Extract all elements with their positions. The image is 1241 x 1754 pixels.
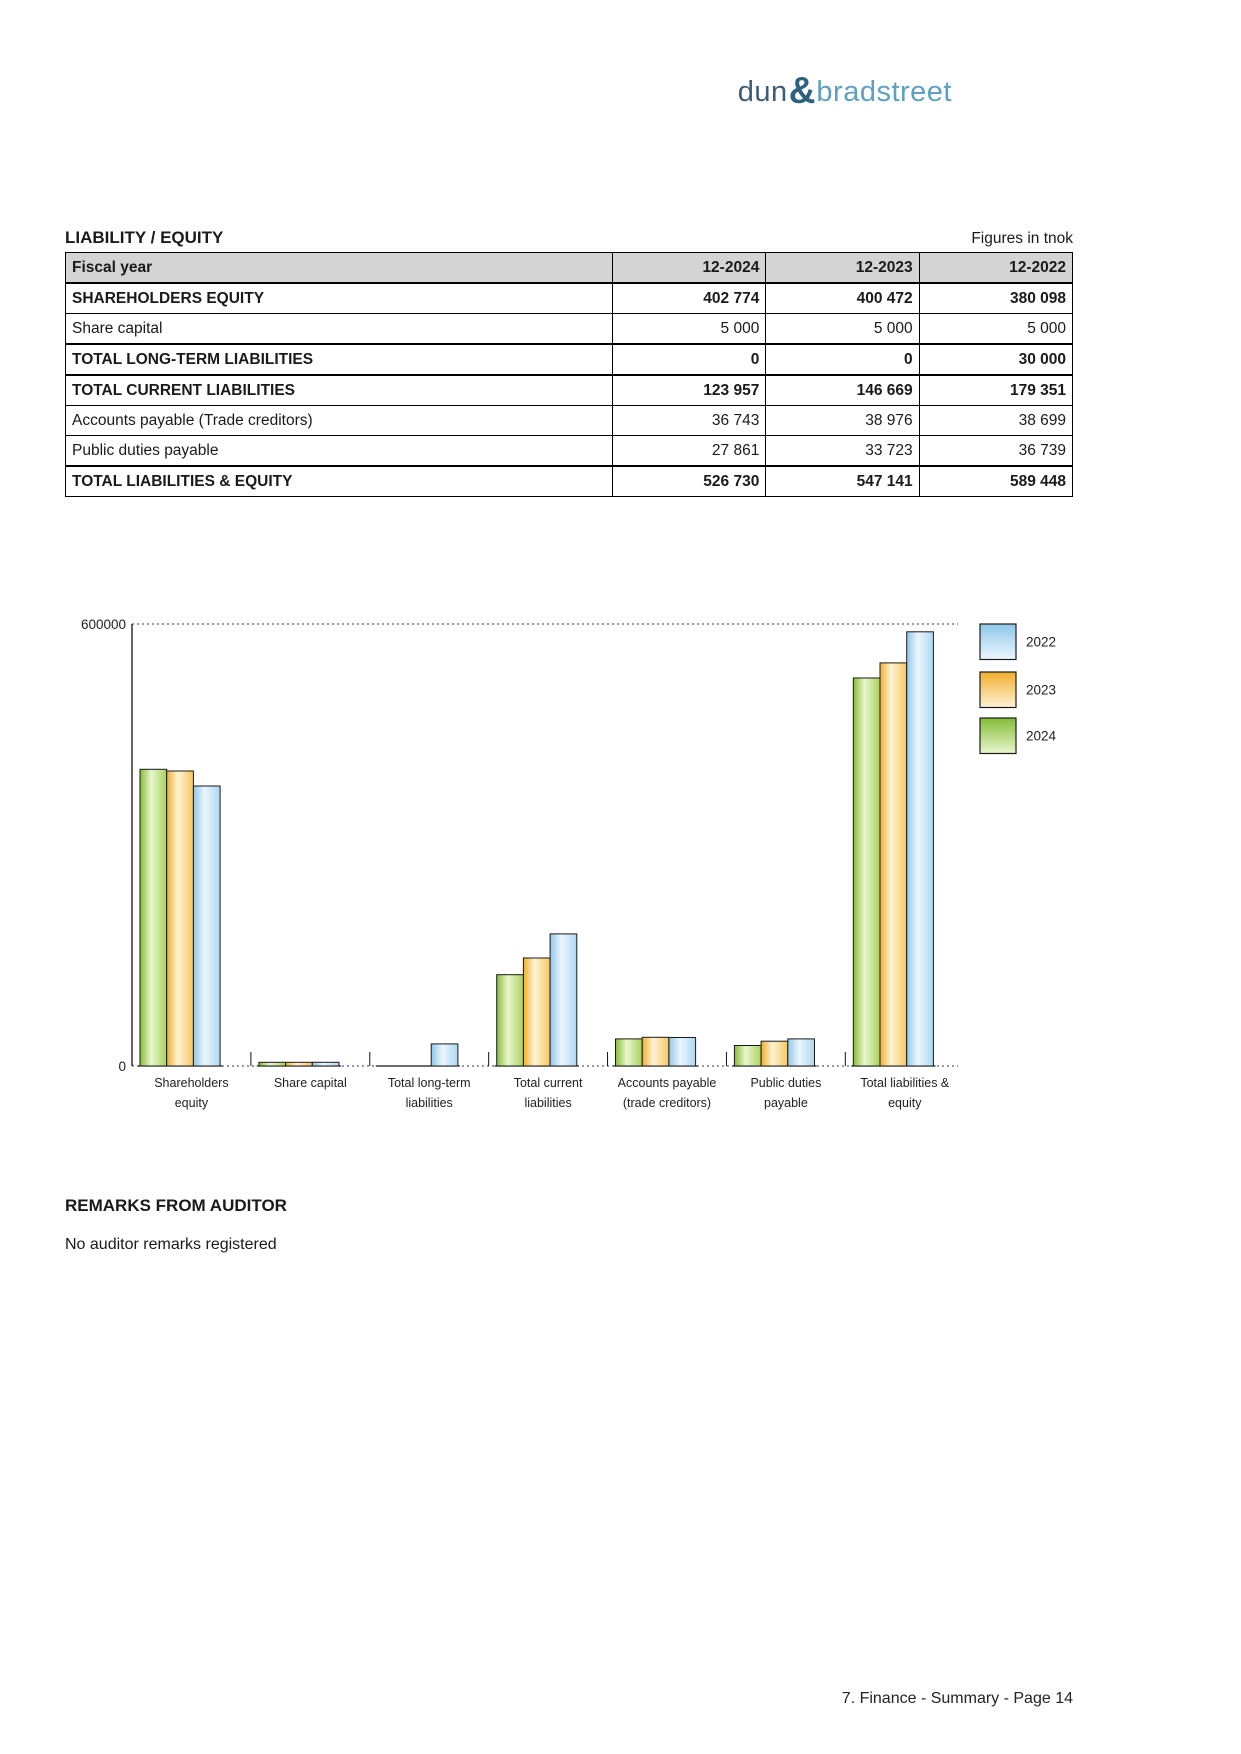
liability-equity-bar-chart: Shareholders equity Share capital Total lon… bbox=[60, 545, 1120, 1130]
row-value: 5 000 bbox=[918, 313, 1074, 345]
legend-label-2024: 2024 bbox=[1026, 729, 1057, 744]
logo-ampersand-icon: & bbox=[788, 70, 816, 111]
x-axis-label: equity bbox=[888, 1096, 922, 1110]
bar-2023-total-current bbox=[522, 957, 551, 1067]
row-value: 400 472 bbox=[765, 282, 920, 314]
bar-2024-accounts-payable bbox=[615, 1038, 643, 1067]
row-value: 402 774 bbox=[611, 282, 767, 314]
x-axis-label: Total liabilities & bbox=[860, 1076, 950, 1090]
row-value: 146 669 bbox=[765, 374, 920, 406]
row-value: 38 976 bbox=[765, 405, 920, 436]
bar-2024-public-duties bbox=[733, 1045, 762, 1067]
row-value: 38 699 bbox=[918, 405, 1074, 436]
x-axis-label: (trade creditors) bbox=[623, 1096, 711, 1110]
bar-2023-public-duties bbox=[760, 1040, 789, 1067]
x-axis-label: Public duties bbox=[750, 1076, 821, 1090]
table-row: TOTAL LIABILITIES & EQUITY 526 730 547 141… bbox=[65, 465, 1074, 497]
table-row: TOTAL CURRENT LIABILITIES 123 957 146 669 1… bbox=[65, 374, 1074, 406]
y-axis-label: 0 bbox=[118, 1059, 126, 1074]
bar-2022-total-current bbox=[549, 933, 578, 1067]
row-value: 27 861 bbox=[611, 435, 767, 467]
figures-unit-note: Figures in tnok bbox=[971, 230, 1073, 247]
row-value: 36 743 bbox=[611, 405, 767, 436]
x-axis-label: Share capital bbox=[274, 1076, 347, 1090]
table-row: TOTAL LONG-TERM LIABILITIES 0 0 30 000 bbox=[65, 343, 1074, 376]
bar-2023-accounts-payable bbox=[641, 1036, 670, 1067]
row-value: 5 000 bbox=[765, 313, 920, 345]
bar-2023-total-liabilities- bbox=[879, 662, 908, 1067]
col-header-label: Fiscal year bbox=[65, 252, 613, 284]
row-label: Public duties payable bbox=[65, 435, 613, 467]
bar-2024-total-liabilities- bbox=[852, 677, 881, 1067]
table-header-row: Fiscal year 12-2024 12-2023 12-2022 bbox=[65, 252, 1074, 284]
table-row: Accounts payable (Trade creditors) 36 743… bbox=[65, 405, 1074, 436]
logo-word-dun: dun bbox=[737, 76, 788, 108]
col-header-12-2023: 12-2023 bbox=[765, 252, 920, 284]
x-axis-label: Accounts payable bbox=[618, 1076, 717, 1090]
legend-swatch-2022 bbox=[979, 623, 1017, 661]
logo-word-bradstreet: bradstreet bbox=[816, 76, 952, 108]
x-axis-label: Total current bbox=[514, 1076, 583, 1090]
liability-equity-table: Fiscal year 12-2024 12-2023 12-2022 SHAREHO… bbox=[65, 252, 1074, 497]
row-value: 0 bbox=[765, 343, 920, 376]
bar-2024-share-capital bbox=[258, 1061, 287, 1067]
remarks-title: REMARKS FROM AUDITOR bbox=[65, 1196, 287, 1215]
table-row: Public duties payable 27 861 33 723 36 739 bbox=[65, 435, 1074, 467]
section-heading-row: LIABILITY / EQUITY Figures in tnok bbox=[65, 228, 1073, 248]
bar-2023-share-capital bbox=[285, 1061, 313, 1067]
x-axis-label: equity bbox=[175, 1096, 209, 1110]
x-axis-label: liabilities bbox=[406, 1096, 453, 1110]
bar-2022-shareholders bbox=[192, 785, 221, 1067]
bar-chart-svg: Shareholders equity Share capital Total lon… bbox=[81, 617, 1057, 1110]
y-axis-label: 600000 bbox=[81, 617, 126, 632]
bar-2022-public-duties bbox=[787, 1038, 815, 1067]
bar-2022-total-liabilities- bbox=[906, 631, 934, 1067]
section-title: LIABILITY / EQUITY bbox=[65, 228, 224, 247]
bar-2022-accounts-payable bbox=[668, 1037, 697, 1067]
legend-label-2022: 2022 bbox=[1026, 635, 1056, 650]
row-label: Accounts payable (Trade creditors) bbox=[65, 405, 613, 436]
bar-2022-share-capital bbox=[311, 1061, 340, 1067]
x-axis-label: payable bbox=[764, 1096, 808, 1110]
row-value: 36 739 bbox=[918, 435, 1074, 467]
table-header: Fiscal year 12-2024 12-2023 12-2022 bbox=[65, 252, 1074, 284]
table-row: Share capital 5 000 5 000 5 000 bbox=[65, 313, 1074, 345]
row-label: Share capital bbox=[65, 313, 613, 345]
row-label: TOTAL LONG-TERM LIABILITIES bbox=[65, 343, 613, 376]
x-axis-label: liabilities bbox=[524, 1096, 571, 1110]
row-label: SHAREHOLDERS EQUITY bbox=[65, 282, 613, 314]
row-value: 589 448 bbox=[918, 465, 1074, 497]
bar-2024-total-current bbox=[496, 974, 524, 1067]
x-axis-label: Total long-term bbox=[388, 1076, 471, 1090]
col-header-12-2024: 12-2024 bbox=[611, 252, 767, 284]
row-value: 5 000 bbox=[611, 313, 767, 345]
bar-2024-shareholders bbox=[139, 768, 168, 1067]
legend-swatch-2024 bbox=[979, 717, 1017, 755]
legend-swatch-2023 bbox=[979, 671, 1017, 709]
table-row: SHAREHOLDERS EQUITY 402 774 400 472 380 098 bbox=[65, 282, 1074, 314]
row-value: 0 bbox=[611, 343, 767, 376]
row-value: 123 957 bbox=[611, 374, 767, 406]
row-value: 380 098 bbox=[918, 282, 1074, 314]
page-footer: 7. Finance - Summary - Page 14 bbox=[841, 1690, 1073, 1707]
legend-label-2023: 2023 bbox=[1026, 683, 1056, 698]
row-label: TOTAL CURRENT LIABILITIES bbox=[65, 374, 613, 406]
row-label: TOTAL LIABILITIES & EQUITY bbox=[65, 465, 613, 497]
row-value: 33 723 bbox=[765, 435, 920, 467]
col-header-12-2022: 12-2022 bbox=[918, 252, 1074, 284]
bar-2023-shareholders bbox=[166, 770, 194, 1067]
row-value: 526 730 bbox=[611, 465, 767, 497]
row-value: 30 000 bbox=[918, 343, 1074, 376]
x-axis-label: Shareholders bbox=[154, 1076, 228, 1090]
row-value: 547 141 bbox=[765, 465, 920, 497]
dun-bradstreet-logo: dun & bradstreet bbox=[737, 68, 952, 111]
remarks-body: No auditor remarks registered bbox=[65, 1236, 277, 1253]
bar-2022-total-long-term bbox=[430, 1043, 459, 1067]
row-value: 179 351 bbox=[918, 374, 1074, 406]
